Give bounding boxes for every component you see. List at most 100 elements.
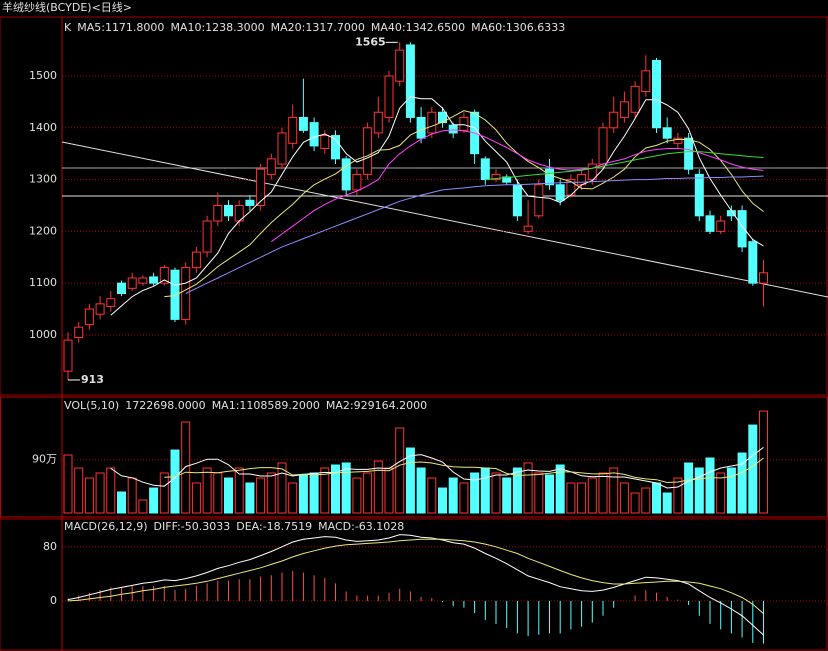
legend-label: K [64, 21, 72, 34]
volume-bar [363, 472, 373, 514]
volume-bar [609, 467, 619, 514]
candle-body [405, 44, 415, 118]
volume-bar [213, 472, 223, 514]
candle-body [245, 199, 255, 206]
candle-body [694, 173, 704, 217]
legend-label: VOL(5,10) [64, 399, 119, 412]
candle-body [149, 276, 159, 284]
volume-bar [149, 487, 159, 514]
volume-bar [245, 482, 255, 514]
volume-bar [106, 467, 116, 514]
ma-line [67, 534, 764, 636]
candle-body [63, 339, 73, 372]
volume-bar [320, 467, 330, 514]
volume-bar [470, 472, 480, 514]
candle-body [352, 173, 362, 191]
volume-bar [716, 472, 726, 514]
candle-body [652, 59, 661, 129]
volume-bar [673, 477, 683, 514]
y-tick-label: 80 [43, 540, 57, 553]
volume-bar [759, 410, 768, 514]
y-tick-label: 0 [50, 594, 57, 607]
volume-bar [298, 474, 308, 514]
volume-bar [266, 472, 276, 514]
y-tick-label: 1000 [29, 328, 57, 341]
legend-label: DIFF:-50.3033 [154, 520, 231, 533]
ma-line [164, 110, 764, 298]
candle-body [619, 101, 629, 118]
volume-bar [277, 462, 287, 514]
volume-bar [726, 467, 736, 514]
ma-line [185, 175, 764, 294]
volume-bar [587, 477, 597, 514]
volume-bar [138, 499, 148, 514]
volume-bar [95, 472, 105, 514]
candle-body [341, 158, 351, 191]
volume-bar [331, 464, 340, 514]
volume-bar [352, 477, 362, 514]
y-tick-label: 1300 [29, 173, 57, 186]
candle-body [191, 251, 201, 269]
price-frame [0, 16, 828, 396]
volume-bar [630, 492, 640, 514]
candle-body [202, 220, 212, 253]
volume-bar [117, 491, 126, 514]
volume-bar [288, 482, 298, 514]
candle-body [673, 137, 683, 144]
candle-body [106, 298, 116, 307]
candle-body [373, 111, 383, 134]
candle-body [512, 184, 522, 217]
y-tick-label: 1200 [29, 224, 57, 237]
volume-bar [224, 477, 233, 514]
candle-body [759, 272, 768, 284]
volume-bar [84, 477, 94, 514]
candle-body [662, 127, 672, 139]
candle-body [545, 168, 554, 186]
volume-bar [384, 467, 394, 514]
volume-bar [127, 477, 137, 514]
volume-bar [566, 482, 576, 514]
volume-bar [373, 460, 383, 514]
candle-body [555, 184, 565, 201]
volume-bar [502, 477, 512, 514]
legend-label: DEA:-18.7519 [236, 520, 312, 533]
legend-label: MA60:1306.6333 [471, 21, 565, 34]
y-tick-label: 1100 [29, 276, 57, 289]
volume-bar [309, 472, 319, 514]
candle-body [598, 127, 608, 165]
candle-body [630, 85, 640, 113]
volume-bar [491, 472, 501, 514]
volume-bar [63, 454, 73, 514]
candle-body [502, 176, 512, 183]
volume-bar [555, 464, 565, 514]
ma-line [110, 96, 764, 316]
macd-frame [0, 518, 828, 651]
candle-body [748, 241, 758, 284]
candle-body [384, 75, 394, 118]
candle-body [288, 116, 298, 144]
volume-bar [512, 467, 522, 514]
volume-bar [170, 449, 180, 514]
volume-bar [341, 462, 351, 514]
candle-body [159, 267, 169, 284]
candle-body [320, 135, 330, 150]
volume-bar [737, 452, 747, 514]
ma-line [271, 129, 764, 243]
volume-bar [181, 421, 191, 514]
candle-body [224, 204, 233, 217]
volume-bar [652, 482, 661, 514]
candle-body [256, 168, 266, 206]
legend-label: MA1:1108589.2000 [212, 399, 320, 412]
candle-body [170, 269, 180, 320]
annotation: 913 [81, 373, 104, 386]
legend-label: MA20:1317.7000 [271, 21, 365, 34]
candle-body [491, 173, 501, 181]
candle-body [309, 122, 319, 147]
volume-bar [705, 457, 715, 514]
volume-bar [662, 492, 672, 514]
candle-body [641, 70, 651, 93]
candle-body [480, 158, 490, 181]
annotation: 1565 [355, 35, 386, 48]
candle-body [523, 225, 533, 232]
volume-bar [448, 477, 458, 514]
